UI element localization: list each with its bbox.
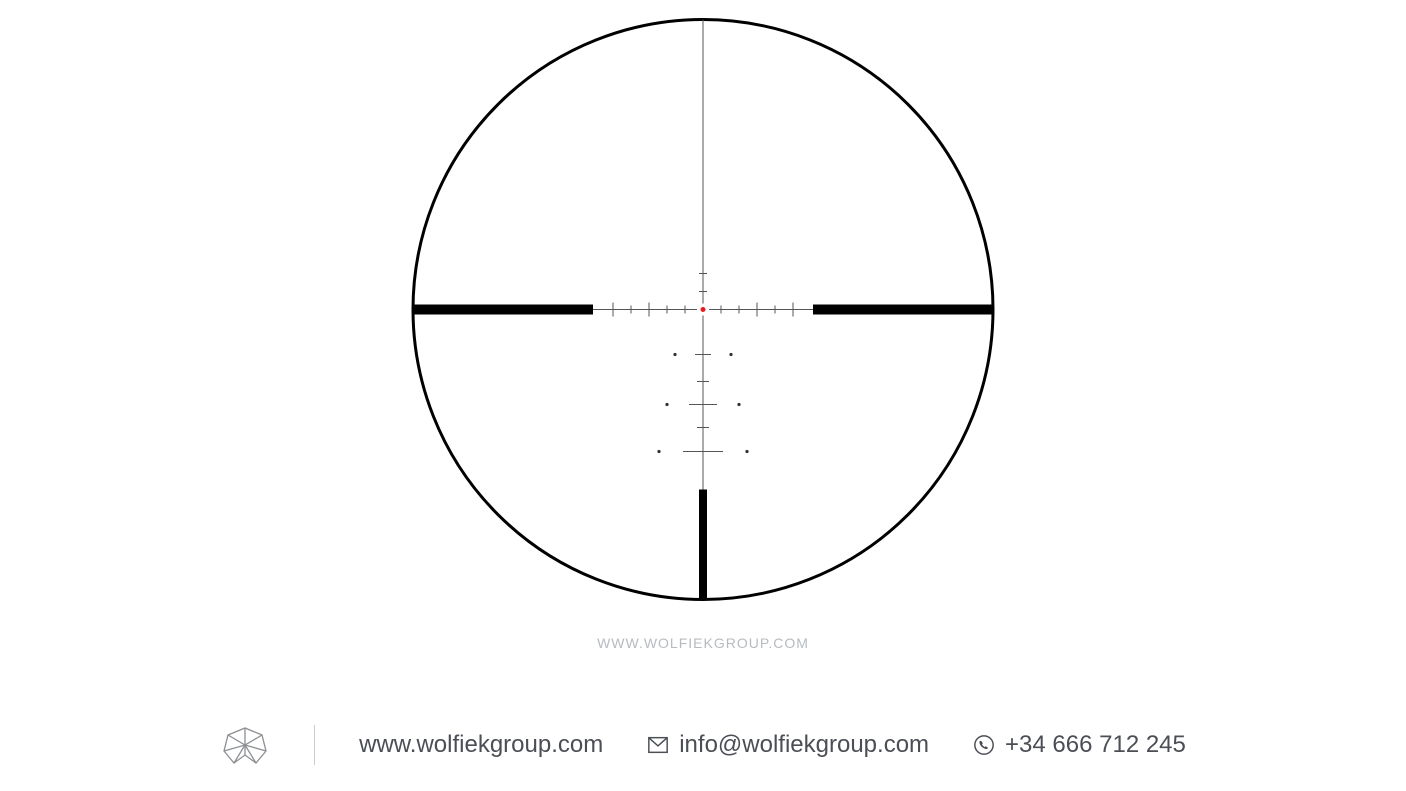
phone-text: +34 666 712 245 bbox=[1005, 731, 1186, 759]
wolf-logo-icon bbox=[220, 725, 270, 765]
watermark-text: WWW.WOLFIEKGROUP.COM bbox=[597, 635, 809, 651]
email-icon bbox=[647, 734, 669, 756]
email-text: info@wolfiekgroup.com bbox=[679, 731, 929, 759]
brand-logo bbox=[220, 725, 270, 765]
page: WWW.WOLFIEKGROUP.COM www.wolfiekgroup.co… bbox=[0, 0, 1406, 791]
reticle-svg bbox=[403, 10, 1003, 610]
footer-website[interactable]: www.wolfiekgroup.com bbox=[359, 731, 603, 759]
website-text: www.wolfiekgroup.com bbox=[359, 731, 603, 759]
footer-email[interactable]: info@wolfiekgroup.com bbox=[647, 731, 929, 759]
footer-phone[interactable]: +34 666 712 245 bbox=[973, 731, 1186, 759]
footer-divider bbox=[314, 725, 315, 765]
whatsapp-icon bbox=[973, 734, 995, 756]
reticle-diagram bbox=[403, 10, 1003, 615]
footer: www.wolfiekgroup.com info@wolfiekgroup.c… bbox=[0, 725, 1406, 765]
